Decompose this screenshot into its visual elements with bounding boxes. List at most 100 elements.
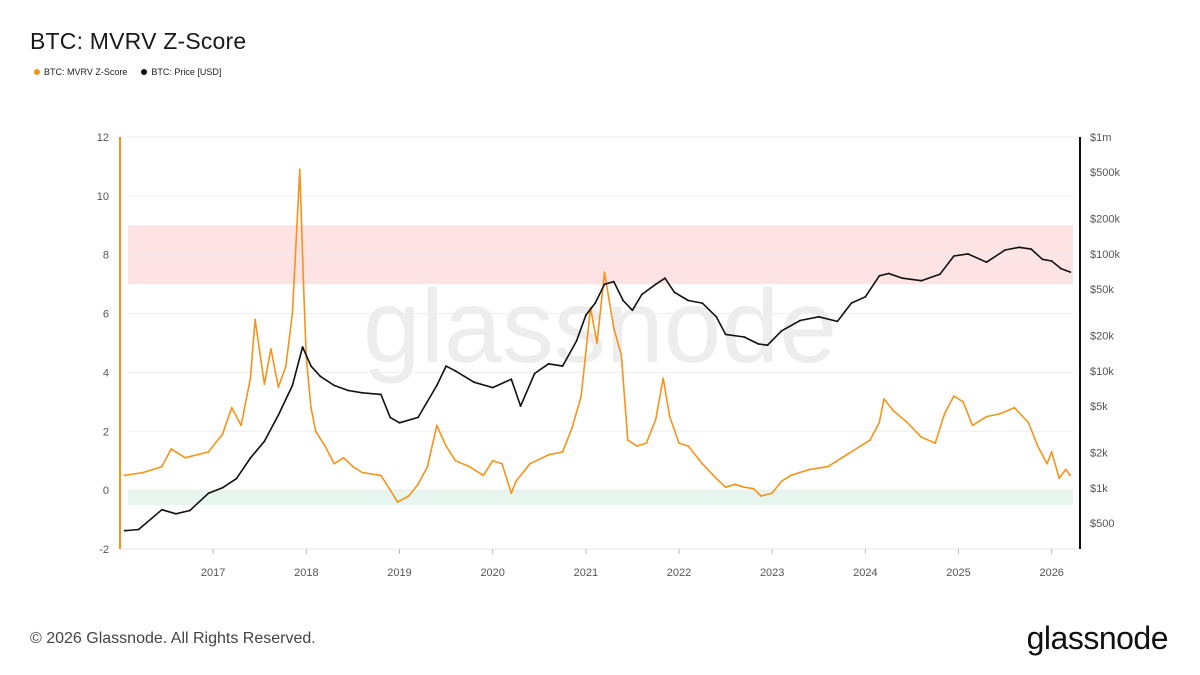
price-point (1069, 271, 1072, 273)
right-tick-label: $2k (1090, 448, 1108, 460)
mvrv-point (302, 283, 305, 285)
mvrv-point (934, 442, 937, 444)
left-axis: -2 0 2 4 6 8 10 12 (97, 132, 121, 556)
price-point (622, 299, 624, 302)
mvrv-point (501, 462, 503, 465)
mvrv-point (380, 474, 382, 477)
mvrv-point (869, 439, 871, 441)
mvrv-point (263, 383, 266, 386)
price-point (878, 274, 881, 277)
mvrv-point (1027, 421, 1030, 424)
mvrv-point (771, 492, 774, 494)
right-tick-label: $100k (1090, 249, 1120, 261)
mvrv-point (715, 477, 718, 480)
mvrv-point (985, 415, 988, 418)
mvrv-point (1064, 468, 1067, 471)
mvrv-point (603, 271, 606, 274)
mvrv-point (324, 445, 326, 447)
right-tick-label: $50k (1090, 284, 1114, 296)
legend-item-mvrv[interactable]: BTC: MVRV Z-Score (34, 67, 127, 77)
price-point (207, 492, 210, 495)
mvrv-point (123, 474, 126, 477)
price-point (985, 261, 988, 264)
price-point (310, 365, 312, 367)
x-tick-label: 2025 (946, 567, 970, 579)
mvrv-point (468, 465, 471, 468)
price-point (953, 255, 955, 257)
price-point (175, 512, 177, 515)
mvrv-point (953, 395, 955, 397)
left-tick-label: 6 (103, 309, 109, 321)
mvrv-point (571, 427, 573, 430)
mvrv-point (310, 406, 312, 409)
mvrv-point (743, 486, 746, 489)
legend-dot-mvrv (34, 69, 40, 75)
mvrv-point (142, 471, 145, 474)
brand-logo: glassnode (1026, 620, 1169, 656)
price-point (561, 365, 564, 367)
right-tick-label: $5k (1090, 401, 1108, 413)
legend-item-price[interactable]: BTC: Price [USD] (141, 67, 221, 77)
mvrv-point (789, 474, 792, 477)
mvrv-point (962, 401, 965, 403)
price-point (743, 336, 746, 338)
mvrv-point (752, 487, 755, 490)
mvrv-point (333, 462, 336, 465)
price-point (1030, 248, 1033, 251)
price-point (445, 365, 447, 367)
mvrv-point (636, 445, 638, 447)
price-point (901, 277, 904, 280)
mvrv-point (396, 501, 399, 503)
price-point (1060, 267, 1062, 270)
price-point (850, 302, 853, 304)
price-point (1050, 260, 1053, 262)
copyright-text: © 2026 Glassnode. All Rights Reserved. (30, 630, 316, 647)
mvrv-point (626, 439, 629, 441)
price-point (780, 330, 783, 332)
mvrv-line (124, 168, 1071, 503)
mvrv-point (920, 436, 923, 439)
mvrv-point (654, 418, 657, 421)
mvrv-point (561, 451, 564, 453)
mvrv-point (207, 451, 210, 453)
mvrv-point (596, 342, 598, 344)
right-tick-label: $500 (1090, 518, 1114, 530)
x-tick-label: 2021 (574, 567, 598, 579)
mvrv-point (999, 412, 1002, 415)
price-point (603, 283, 606, 286)
mvrv-point (620, 353, 623, 356)
mvrv-point (277, 386, 280, 388)
mvrv-point (892, 409, 895, 412)
legend-dot-price (141, 69, 148, 75)
mvrv-point (249, 377, 252, 380)
price-point (817, 315, 820, 318)
mvrv-point (240, 424, 243, 427)
mvrv-point (724, 486, 727, 489)
right-tick-label: $1k (1090, 483, 1108, 495)
price-point (575, 340, 578, 342)
mvrv-point (1036, 445, 1039, 447)
mvrv-point (943, 412, 946, 415)
left-tick-label: 12 (97, 132, 109, 144)
mvrv-point (426, 465, 429, 468)
price-point (547, 362, 550, 365)
mvrv-point (417, 483, 419, 486)
mvrv-point (170, 448, 173, 450)
mvrv-point (678, 442, 680, 444)
mvrv-point (612, 327, 615, 330)
price-point (1018, 246, 1020, 249)
right-tick-label: $20k (1090, 331, 1114, 343)
price-point (715, 315, 718, 318)
price-point (221, 486, 224, 489)
price-point (612, 280, 615, 283)
mvrv-point (435, 424, 438, 427)
price-point (967, 253, 969, 255)
mvrv-point (1050, 451, 1053, 453)
right-tick-label: $1m (1090, 132, 1111, 144)
mvrv-point (407, 495, 410, 497)
mvrv-point (342, 456, 345, 459)
price-point (920, 279, 923, 282)
price-point (161, 508, 163, 511)
price-series (123, 246, 1072, 532)
